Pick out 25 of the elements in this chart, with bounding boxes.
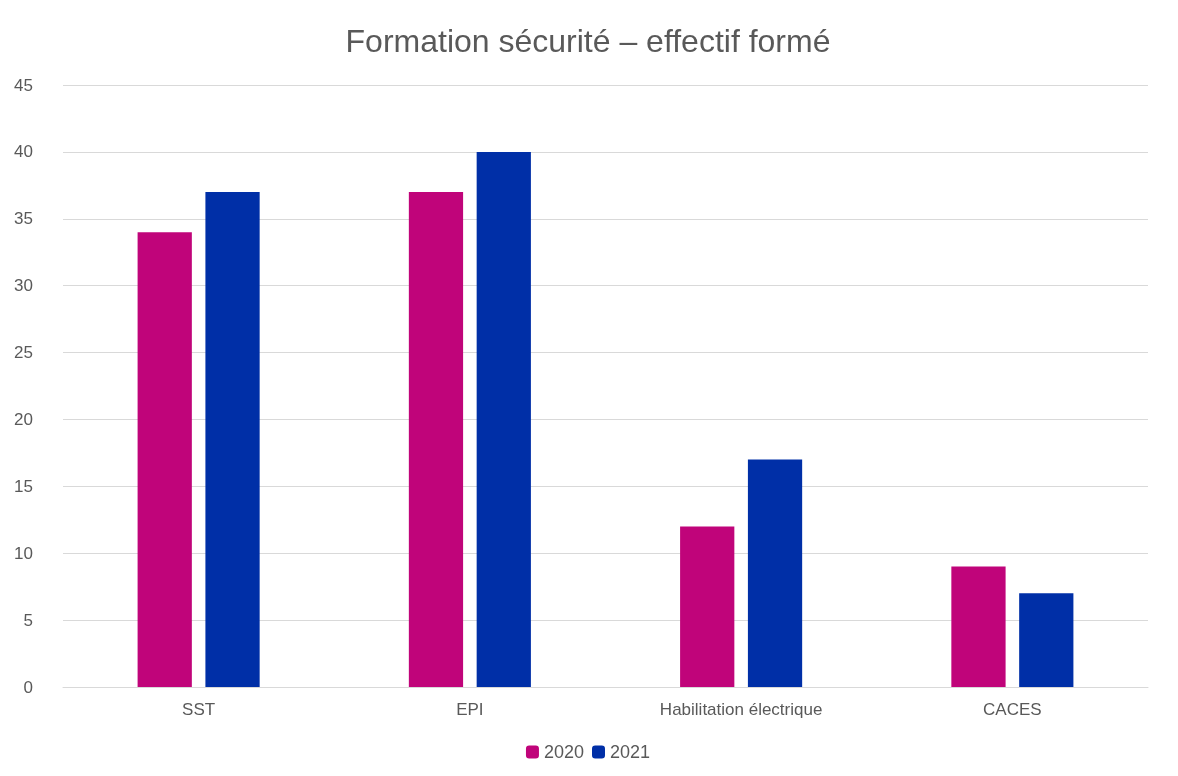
chart-title: Formation sécurité – effectif formé <box>345 23 831 59</box>
y-tick-label: 5 <box>23 610 33 630</box>
bar <box>205 192 260 687</box>
y-tick-label: 25 <box>14 343 33 363</box>
x-tick-label: EPI <box>456 700 484 719</box>
legend-label: 2021 <box>610 742 651 762</box>
y-tick-label: 0 <box>23 677 33 697</box>
bar <box>476 151 531 687</box>
y-tick-label: 15 <box>14 476 33 496</box>
y-tick-label: 30 <box>14 276 33 296</box>
bar <box>137 232 192 687</box>
y-tick-label: 20 <box>14 409 33 429</box>
legend-label: 2020 <box>543 742 584 762</box>
y-tick-label: 35 <box>14 209 33 229</box>
bar <box>951 566 1006 687</box>
bar <box>408 192 464 687</box>
x-tick-label: CACES <box>983 700 1042 719</box>
bar <box>680 526 735 687</box>
y-tick-label: 45 <box>14 75 33 95</box>
x-tick-label: Habilitation électrique <box>659 700 823 719</box>
bar <box>1019 593 1074 687</box>
y-tick-label: 10 <box>14 543 33 563</box>
bar <box>747 459 803 687</box>
x-tick-label: SST <box>182 700 216 719</box>
y-tick-label: 40 <box>14 142 33 162</box>
